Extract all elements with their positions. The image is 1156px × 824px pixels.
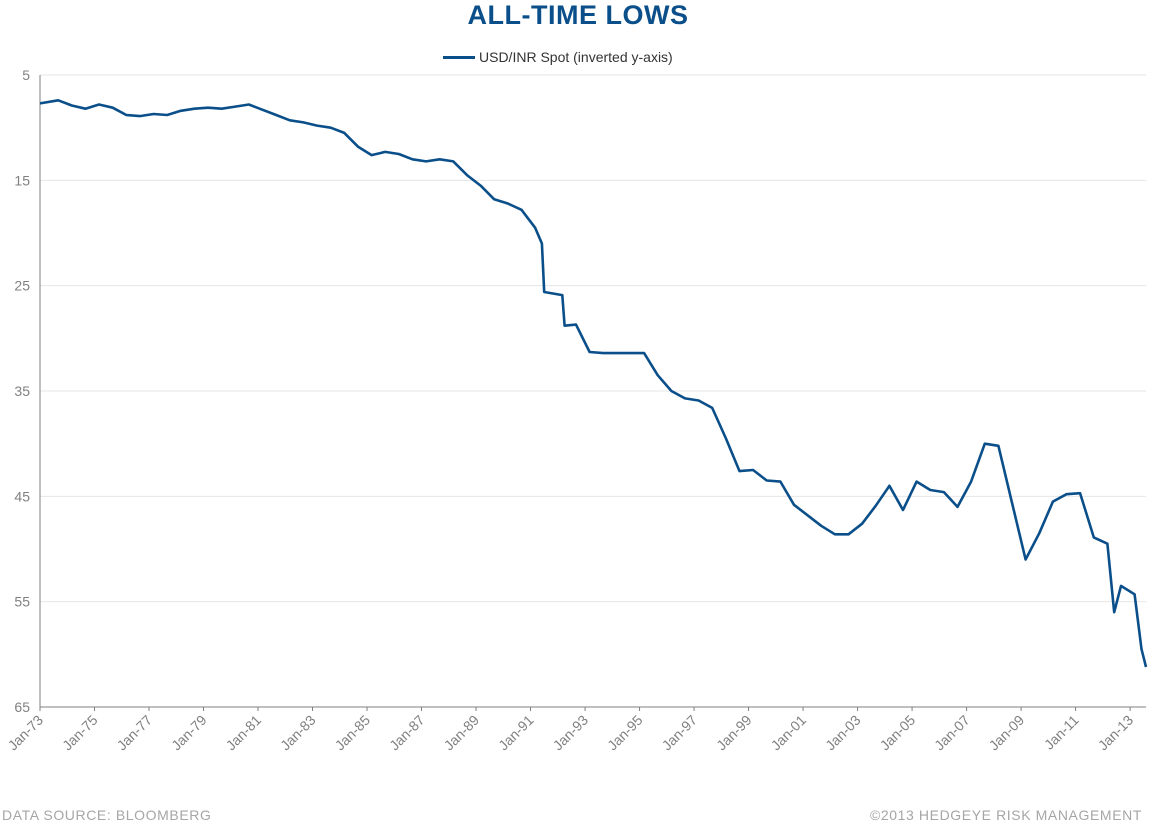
x-tick-label: Jan-77 [114,712,156,754]
x-tick-label: Jan-13 [1095,712,1137,754]
x-tick-label: Jan-79 [168,712,210,754]
x-tick-label: Jan-85 [332,712,374,754]
x-tick-label: Jan-91 [495,712,537,754]
y-tick-label: 35 [14,383,30,399]
legend-label: USD/INR Spot (inverted y-axis) [479,49,673,65]
series-line [39,99,1148,668]
copyright-note: ©2013 HEDGEYE RISK MANAGEMENT [869,807,1142,823]
chart-legend: USD/INR Spot (inverted y-axis) [443,48,673,66]
y-tick-label: 45 [14,488,30,504]
chart-title: ALL-TIME LOWS [467,0,689,30]
x-tick-label: Jan-93 [550,712,592,754]
legend-swatch [443,55,475,59]
x-tick-label: Jan-99 [713,712,755,754]
y-tick-label: 5 [22,67,30,83]
y-tick-label: 55 [14,594,30,610]
x-tick-label: Jan-97 [659,712,701,754]
x-tick-label: Jan-81 [223,712,265,754]
x-tick-label: Jan-03 [822,712,864,754]
x-tick-label: Jan-75 [59,712,101,754]
data-source-note: DATA SOURCE: BLOOMBERG [2,807,212,823]
x-tick-label: Jan-73 [5,712,47,754]
x-tick-label: Jan-89 [441,712,483,754]
y-tick-label: 15 [14,172,30,188]
x-tick-label: Jan-09 [986,712,1028,754]
y-tick-label: 25 [14,278,30,294]
x-tick-label: Jan-87 [386,712,428,754]
x-tick-label: Jan-83 [277,712,319,754]
x-tick-label: Jan-07 [931,712,973,754]
x-tick-label: Jan-05 [877,712,919,754]
y-tick-label: 65 [14,699,30,715]
x-tick-label: Jan-11 [1041,712,1082,753]
x-tick-label: Jan-01 [768,712,810,754]
x-tick-label: Jan-95 [604,712,646,754]
